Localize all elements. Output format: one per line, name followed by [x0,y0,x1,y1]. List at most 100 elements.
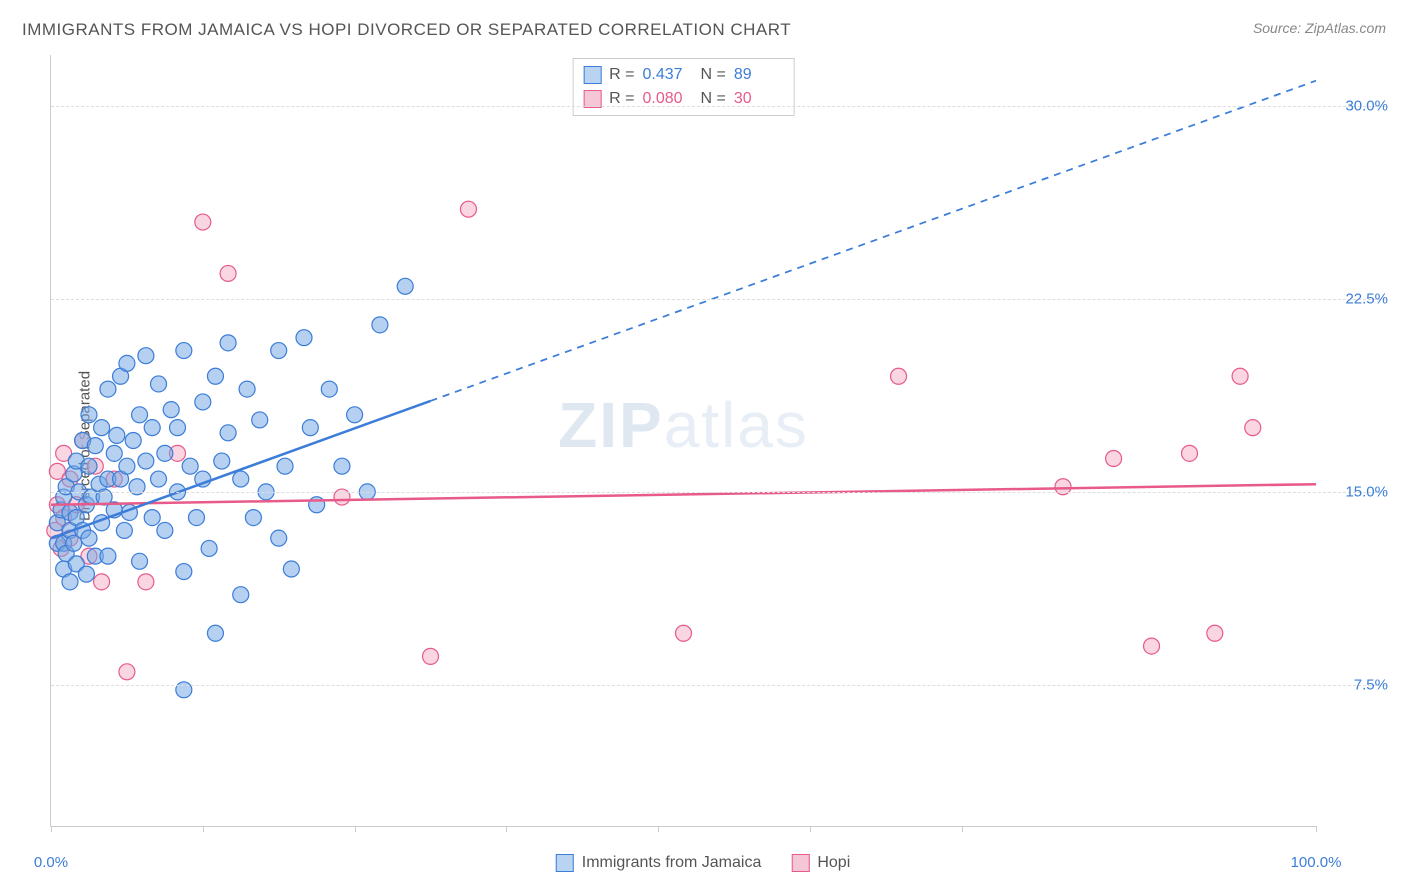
x-tick [355,826,356,832]
scatter-svg [51,55,1316,826]
data-point [81,530,97,546]
x-tick [658,826,659,832]
data-point [676,625,692,641]
data-point [94,420,110,436]
data-point [220,265,236,281]
data-point [138,348,154,364]
data-point [78,566,94,582]
x-tick-label: 0.0% [34,854,68,871]
data-point [1144,638,1160,654]
x-tick [203,826,204,832]
data-point [1106,450,1122,466]
trend-dashed [431,81,1317,401]
data-point [233,587,249,603]
data-point [220,335,236,351]
series-legend: Immigrants from Jamaica Hopi [556,854,851,872]
gridline-h [51,106,1386,107]
data-point [271,343,287,359]
legend-label-pink: Hopi [817,854,850,872]
chart-plot-area: ZIPatlas R = 0.437 N = 89 R = 0.080 N = … [50,55,1316,827]
data-point [182,458,198,474]
data-point [138,453,154,469]
data-point [277,458,293,474]
data-point [188,510,204,526]
data-point [106,445,122,461]
data-point [176,564,192,580]
y-tick-label: 30.0% [1345,98,1388,115]
data-point [1245,420,1261,436]
data-point [109,427,125,443]
data-point [460,201,476,217]
data-point [195,394,211,410]
data-point [302,420,318,436]
data-point [176,343,192,359]
data-point [125,433,141,449]
data-point [347,407,363,423]
data-point [87,438,103,454]
swatch-blue-icon [556,854,574,872]
x-tick [962,826,963,832]
data-point [201,540,217,556]
data-point [62,574,78,590]
data-point [151,471,167,487]
data-point [132,407,148,423]
x-tick [506,826,507,832]
source-name: ZipAtlas.com [1305,20,1386,36]
y-tick-label: 15.0% [1345,483,1388,500]
data-point [119,664,135,680]
y-tick-label: 22.5% [1345,291,1388,308]
data-point [423,648,439,664]
data-point [207,625,223,641]
data-point [372,317,388,333]
data-point [119,458,135,474]
data-point [116,522,132,538]
x-tick [1316,826,1317,832]
source-attribution: Source: ZipAtlas.com [1253,20,1386,36]
x-tick [51,826,52,832]
x-tick-label: 100.0% [1291,854,1342,871]
data-point [163,402,179,418]
data-point [220,425,236,441]
gridline-h [51,299,1386,300]
data-point [138,574,154,590]
data-point [157,445,173,461]
legend-item-pink: Hopi [791,854,850,872]
gridline-h [51,492,1386,493]
data-point [334,458,350,474]
data-point [283,561,299,577]
data-point [157,522,173,538]
source-prefix: Source: [1253,20,1305,36]
data-point [397,278,413,294]
data-point [170,420,186,436]
data-point [100,381,116,397]
data-point [119,355,135,371]
data-point [296,330,312,346]
data-point [151,376,167,392]
data-point [1182,445,1198,461]
x-tick [810,826,811,832]
data-point [81,407,97,423]
data-point [144,420,160,436]
data-point [252,412,268,428]
data-point [195,214,211,230]
legend-label-blue: Immigrants from Jamaica [582,854,762,872]
data-point [233,471,249,487]
data-point [214,453,230,469]
data-point [321,381,337,397]
data-point [891,368,907,384]
data-point [132,553,148,569]
y-tick-label: 7.5% [1354,676,1388,693]
data-point [100,548,116,564]
data-point [245,510,261,526]
chart-title: IMMIGRANTS FROM JAMAICA VS HOPI DIVORCED… [22,20,791,40]
data-point [239,381,255,397]
data-point [207,368,223,384]
data-point [144,510,160,526]
data-point [271,530,287,546]
data-point [81,458,97,474]
legend-item-blue: Immigrants from Jamaica [556,854,762,872]
data-point [94,574,110,590]
trend-solid [51,401,431,538]
gridline-h [51,685,1386,686]
data-point [1232,368,1248,384]
